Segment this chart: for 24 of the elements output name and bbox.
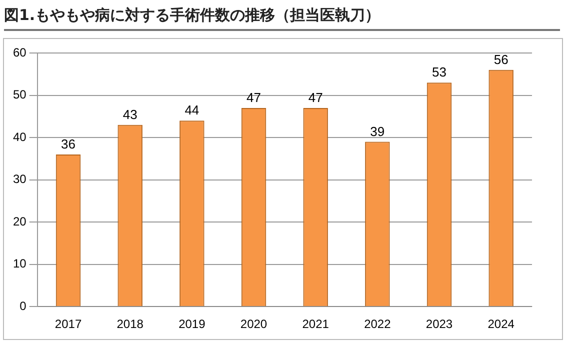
y-tick-label: 60	[12, 45, 27, 60]
data-label: 53	[432, 64, 446, 80]
data-label: 56	[494, 52, 508, 67]
data-label: 43	[122, 106, 138, 122]
x-tick-label: 2024	[488, 317, 515, 332]
y-tick-label: 50	[12, 88, 27, 102]
y-tick-label: 10	[12, 256, 27, 271]
data-label: 47	[308, 90, 323, 106]
chart-title: 図1.もやもや病に対する手術件数の推移（担当医執刀）	[4, 6, 560, 31]
x-tick-label: 2018	[116, 317, 144, 332]
x-tick-label: 2017	[54, 317, 82, 332]
y-tick-label: 0	[20, 298, 27, 313]
x-tick-label: 2020	[240, 317, 268, 332]
x-tick-label: 2022	[364, 317, 392, 332]
data-label: 47	[246, 90, 261, 106]
data-label: 36	[61, 136, 76, 152]
y-tick-label: 40	[12, 130, 27, 144]
y-tick-label: 20	[12, 214, 27, 228]
x-tick-label: 2019	[178, 317, 206, 332]
data-label: 39	[370, 124, 385, 139]
x-tick-label: 2023	[426, 317, 453, 332]
x-tick-label: 2021	[302, 317, 330, 332]
data-label: 44	[184, 102, 200, 118]
y-tick-label: 30	[12, 172, 27, 186]
